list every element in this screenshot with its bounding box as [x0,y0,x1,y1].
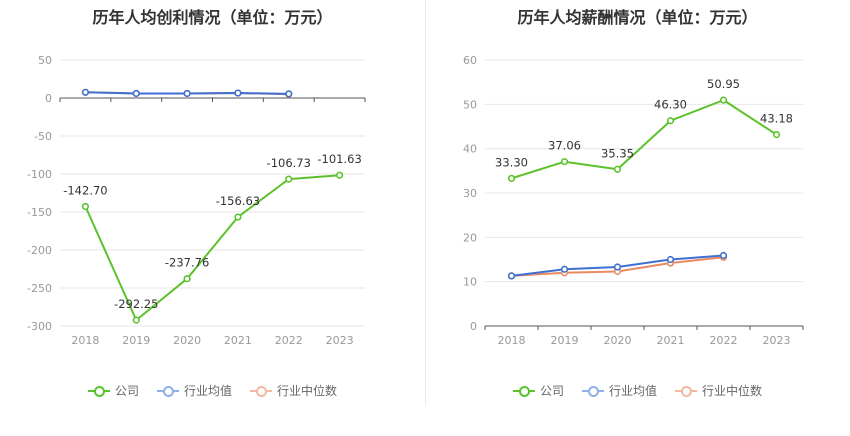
x-tick-label: 2021 [224,334,252,347]
data-label: -142.70 [63,183,107,197]
profit-chart-panel: 历年人均创利情况（单位：万元） 50 0 -50 -100 -150 -200 -250 -3… [0,8,425,399]
data-point-industry-avg [234,89,242,97]
y-tick-label: 30 [463,187,477,200]
y-tick-label: -250 [27,282,52,295]
x-tick-label: 2022 [710,334,738,347]
data-point-company [183,275,191,283]
profit-chart: 50 0 -50 -100 -150 -200 -250 -300 2018 2019 2020 20… [27,54,366,347]
salary-chart: 60 50 40 30 20 10 0 2018 2019 2020 2021 2022 2023 33.… [463,54,804,347]
data-point-company [719,96,728,104]
y-tick-label: 0 [470,320,477,333]
data-point-company [772,130,781,139]
x-tick-label: 2023 [326,334,354,347]
data-point-industry-avg [560,265,569,273]
legend-item-industry-avg[interactable]: 行业均值 [581,382,657,399]
y-tick-label: 0 [45,92,52,105]
data-label: 37.06 [548,139,581,153]
data-point-industry-avg [132,89,140,98]
data-point-industry-avg [81,88,90,96]
y-tick-label: 50 [463,98,477,111]
legend-item-industry-median[interactable]: 行业中位数 [675,382,762,399]
data-point-company [234,213,242,221]
data-label: 33.30 [495,155,528,169]
data-point-company [666,117,675,125]
x-tick-label: 2018 [498,334,526,347]
legend-label: 行业中位数 [277,384,338,398]
x-tick-label: 2019 [551,334,579,347]
legend-marker-icon [581,385,604,397]
legend-label: 行业中位数 [702,384,763,398]
data-label: -101.63 [317,152,361,166]
data-point-company [335,171,344,179]
x-tick-label: 2023 [763,334,791,347]
data-label: -237.76 [165,256,209,270]
data-label: -156.63 [216,194,260,208]
data-label: 43.18 [760,112,793,126]
legend-marker-icon [87,385,110,397]
legend-label: 行业均值 [183,384,232,398]
data-label: 35.35 [601,146,634,160]
y-tick-label: 10 [463,276,477,289]
legend-label: 行业均值 [608,384,657,398]
legend-marker-icon [512,385,535,397]
y-tick-label: -200 [27,244,52,257]
data-point-industry-avg [613,263,622,271]
data-point-company [132,316,140,324]
legend: 公司 行业均值 行业中位数 [0,382,425,399]
data-label: -292.25 [114,297,158,311]
x-tick-label: 2019 [122,334,150,347]
series-line-company [511,99,778,180]
x-tick-label: 2020 [173,334,201,347]
salary-chart-panel: 历年人均薪酬情况（单位：万元） 60 50 40 30 20 10 0 2018 2019 202… [425,0,850,436]
y-tick-label: 20 [463,231,477,244]
y-tick-label: -150 [27,206,52,219]
y-tick-label: -100 [27,168,52,181]
data-label: -106.73 [267,156,311,170]
legend-item-company[interactable]: 公司 [512,382,564,399]
data-point-industry-avg [666,255,675,264]
x-tick-label: 2021 [657,334,685,347]
panel-divider [425,0,426,405]
y-tick-label: 50 [38,54,52,67]
y-tick-label: 60 [463,54,477,67]
data-point-company [613,165,622,173]
data-label: 50.95 [707,77,740,91]
x-tick-label: 2018 [71,334,99,347]
data-point-company [81,202,90,211]
chart-title: 历年人均创利情况（单位：万元） [92,8,333,27]
data-point-company [285,175,293,183]
chart-title: 历年人均薪酬情况（单位：万元） [517,8,758,27]
legend-marker-icon [156,385,179,397]
data-point-industry-avg [507,272,516,280]
data-point-company [560,158,569,166]
data-point-company [507,174,516,182]
data-point-industry-avg [719,251,728,260]
legend: 公司 行业均值 行业中位数 [425,382,850,399]
legend-item-company[interactable]: 公司 [87,382,139,399]
legend-item-industry-median[interactable]: 行业中位数 [250,382,337,399]
legend-label: 公司 [114,384,139,398]
x-tick-label: 2020 [604,334,632,347]
y-tick-label: 40 [463,143,477,156]
legend-marker-icon [675,385,697,397]
legend-item-industry-avg[interactable]: 行业均值 [156,382,232,399]
series-line-company [84,174,340,322]
data-label: 46.30 [654,98,687,112]
y-tick-label: -50 [34,130,52,143]
data-point-industry-avg [285,90,293,98]
data-point-industry-avg [183,89,191,98]
y-tick-label: -300 [27,320,52,333]
legend-marker-icon [250,385,272,397]
x-tick-label: 2022 [275,334,303,347]
legend-label: 公司 [539,384,564,398]
